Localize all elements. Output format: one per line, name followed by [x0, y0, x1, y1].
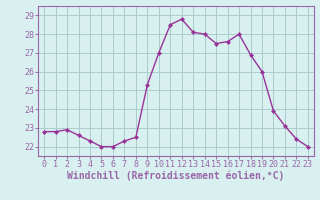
- X-axis label: Windchill (Refroidissement éolien,°C): Windchill (Refroidissement éolien,°C): [67, 171, 285, 181]
